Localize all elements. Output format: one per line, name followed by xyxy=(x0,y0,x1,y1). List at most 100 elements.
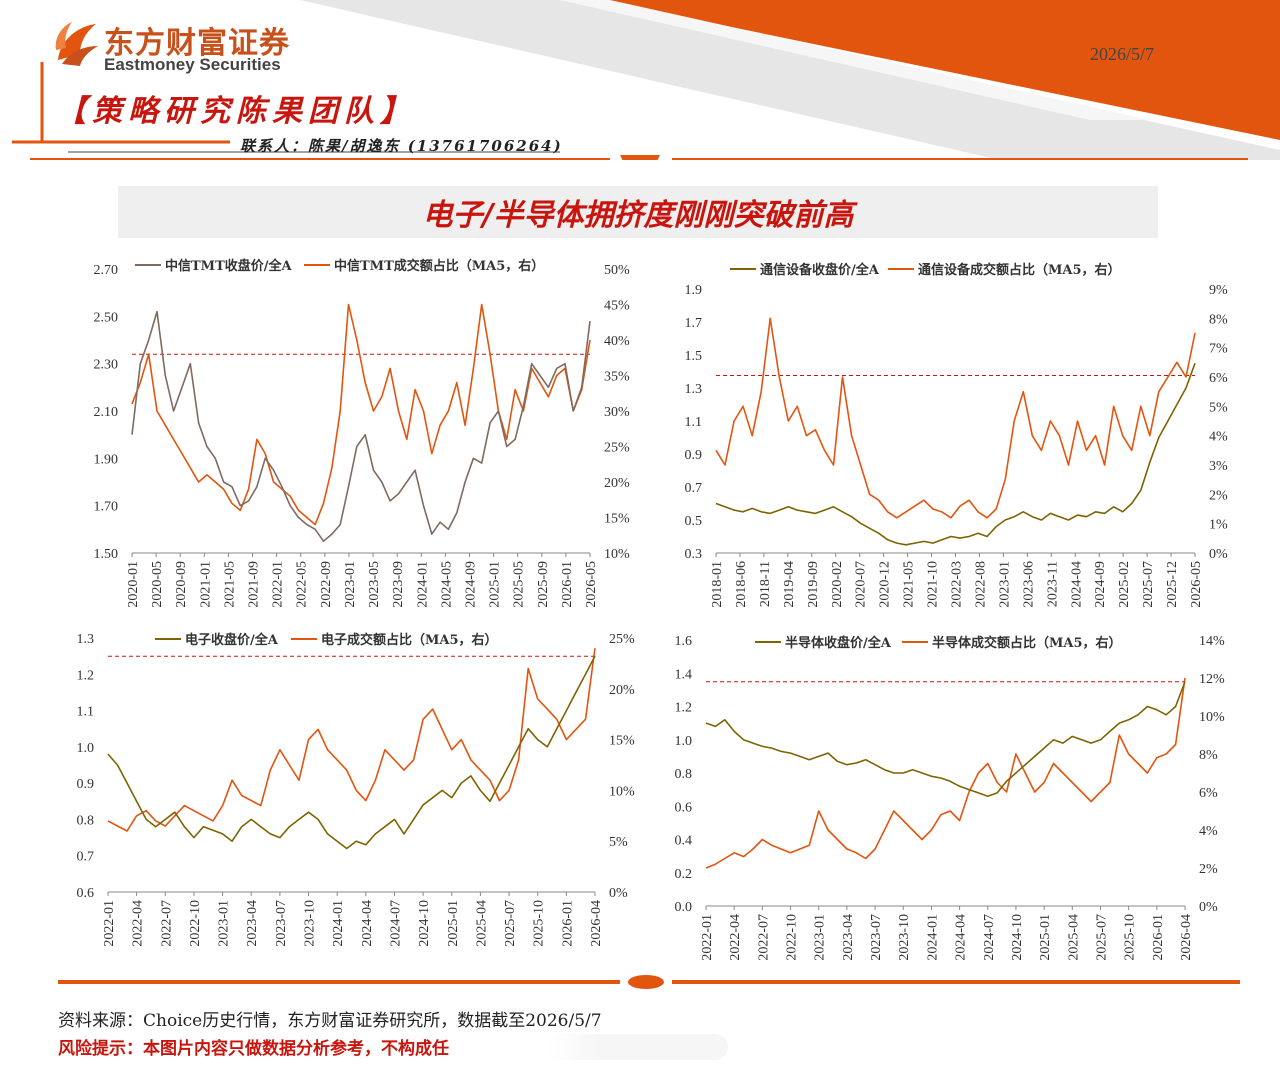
y-tick-left: 1.90 xyxy=(94,452,119,467)
x-tick-label: 2024-04 xyxy=(360,900,375,947)
legend-turnover-label: 通信设备成交额占比（MA5，右） xyxy=(918,262,1121,278)
x-tick-label: 2023-11 xyxy=(1045,561,1060,607)
x-tick-label: 2023-01 xyxy=(813,914,828,961)
x-tick-label: 2023-10 xyxy=(303,900,318,947)
x-tick-label: 2025-10 xyxy=(532,900,547,947)
x-tick-label: 2020-09 xyxy=(174,561,189,608)
legend-turnover-label: 半导体成交额占比（MA5，右） xyxy=(932,635,1122,651)
x-tick-label: 2025-09 xyxy=(536,561,551,608)
x-tick-label: 2022-07 xyxy=(159,900,174,947)
legend-price-label: 电子收盘价/全A xyxy=(185,632,279,648)
y-tick-right: 2% xyxy=(1199,862,1218,877)
risk-note: 风险提示：本图片内容只做数据分析参考，不构成任 xyxy=(58,1039,449,1059)
y-tick-right: 6% xyxy=(1199,786,1218,801)
x-tick-label: 2025-01 xyxy=(488,561,503,608)
y-tick-right: 0% xyxy=(609,886,628,901)
x-tick-label: 2024-10 xyxy=(1010,914,1025,961)
x-tick-label: 2020-01 xyxy=(126,561,141,608)
y-tick-right: 7% xyxy=(1209,342,1228,357)
series-price-line xyxy=(715,363,1196,546)
y-tick-right: 35% xyxy=(604,370,630,385)
y-tick-right: 4% xyxy=(1199,824,1218,839)
x-tick-label: 2024-04 xyxy=(954,914,969,961)
y-tick-left: 1.1 xyxy=(77,705,95,720)
chart-telecom: 0.3 0.5 0.7 0.9 1.1 1.3 1.5 1.7 1.9 0% 1% 2% 3% 4% 5% 6… xyxy=(685,262,1229,608)
y-tick-left: 0.9 xyxy=(685,448,703,463)
x-tick-label: 2021-05 xyxy=(222,561,237,608)
x-tick-label: 2023-07 xyxy=(274,900,289,947)
y-tick-left: 1.0 xyxy=(675,734,693,749)
series-turnover-line xyxy=(705,677,1186,869)
x-tick-label: 2026-04 xyxy=(589,900,604,947)
y-tick-right: 8% xyxy=(1209,312,1228,327)
bottom-divider-ornament xyxy=(628,975,664,989)
x-tick-label: 2022-01 xyxy=(271,561,286,608)
x-tick-label: 2019-04 xyxy=(782,561,797,608)
watermark-overlay xyxy=(548,1034,728,1060)
y-tick-right: 25% xyxy=(604,441,630,456)
x-tick-label: 2025-12 xyxy=(1165,561,1180,608)
x-tick-label: 2026-05 xyxy=(584,561,599,608)
x-tick-label: 2023-10 xyxy=(897,914,912,961)
legend-price-label: 通信设备收盘价/全A xyxy=(760,262,880,278)
brand-name-cn: 东方财富证券 xyxy=(104,26,290,61)
y-tick-left: 1.5 xyxy=(685,349,703,364)
x-tick-label: 2026-05 xyxy=(1189,561,1204,608)
data-source: 资料来源：Choice历史行情，东方财富证券研究所，数据截至2026/5/7 xyxy=(58,1011,602,1031)
brand-logo-icon xyxy=(55,22,98,66)
x-tick-label: 2024-10 xyxy=(417,900,432,947)
y-tick-right: 40% xyxy=(604,334,630,349)
y-tick-right: 5% xyxy=(1209,400,1228,415)
header-white-slash xyxy=(560,0,1150,120)
y-tick-left: 0.6 xyxy=(77,886,95,901)
y-tick-right: 3% xyxy=(1209,459,1228,474)
x-tick-label: 2025-04 xyxy=(474,900,489,947)
series-turnover-line xyxy=(715,317,1196,519)
y-tick-right: 50% xyxy=(604,263,630,278)
x-tick-label: 2022-01 xyxy=(102,900,117,947)
y-tick-right: 2% xyxy=(1209,488,1228,503)
y-tick-left: 2.10 xyxy=(94,405,119,420)
x-tick-label: 2025-04 xyxy=(1066,914,1081,961)
y-tick-left: 0.6 xyxy=(675,800,693,815)
y-tick-right: 10% xyxy=(609,784,635,799)
y-tick-right: 45% xyxy=(604,299,630,314)
x-tick-label: 2024-09 xyxy=(463,561,478,608)
x-tick-label: 2025-02 xyxy=(1117,561,1132,608)
y-tick-left: 1.0 xyxy=(77,741,95,756)
y-tick-left: 1.2 xyxy=(675,701,693,716)
x-tick-label: 2022-05 xyxy=(295,561,310,608)
x-tick-label: 2021-01 xyxy=(198,561,213,608)
y-tick-left: 0.0 xyxy=(675,900,693,915)
y-tick-right: 5% xyxy=(609,835,628,850)
chart-electronics: 0.6 0.7 0.8 0.9 1.0 1.1 1.2 1.3 0% 5% 10% 15% 20% 25%… xyxy=(77,632,636,947)
y-tick-left: 1.2 xyxy=(77,668,95,683)
x-tick-label: 2026-01 xyxy=(1151,914,1166,961)
y-tick-left: 0.3 xyxy=(685,547,703,562)
x-tick-label: 2025-01 xyxy=(446,900,461,947)
x-tick-label: 2022-09 xyxy=(319,561,334,608)
x-tick-label: 2022-10 xyxy=(188,900,203,947)
y-tick-right: 8% xyxy=(1199,748,1218,763)
y-tick-left: 0.7 xyxy=(685,481,703,496)
x-tick-label: 2020-07 xyxy=(854,561,869,608)
y-tick-right: 9% xyxy=(1209,283,1228,298)
y-tick-left: 1.70 xyxy=(94,500,119,515)
y-tick-left: 1.7 xyxy=(685,316,703,331)
x-tick-label: 2025-07 xyxy=(1094,914,1109,961)
x-tick-label: 2022-04 xyxy=(728,914,743,961)
header-grey-band xyxy=(300,0,1280,160)
x-tick-label: 2023-04 xyxy=(841,914,856,961)
legend-turnover-label: 电子成交额占比（MA5，右） xyxy=(321,632,498,648)
y-tick-right: 15% xyxy=(604,512,630,527)
x-tick-label: 2023-04 xyxy=(245,900,260,947)
x-tick-label: 2026-01 xyxy=(560,561,575,608)
x-tick-label: 2023-01 xyxy=(343,561,358,608)
x-tick-label: 2020-05 xyxy=(150,561,165,608)
y-tick-right: 0% xyxy=(1199,900,1218,915)
x-tick-label: 2024-01 xyxy=(925,914,940,961)
header-decoration xyxy=(12,0,1280,160)
top-divider-ornament xyxy=(620,155,660,160)
series-price-line xyxy=(107,655,596,850)
y-tick-left: 2.30 xyxy=(94,358,119,373)
